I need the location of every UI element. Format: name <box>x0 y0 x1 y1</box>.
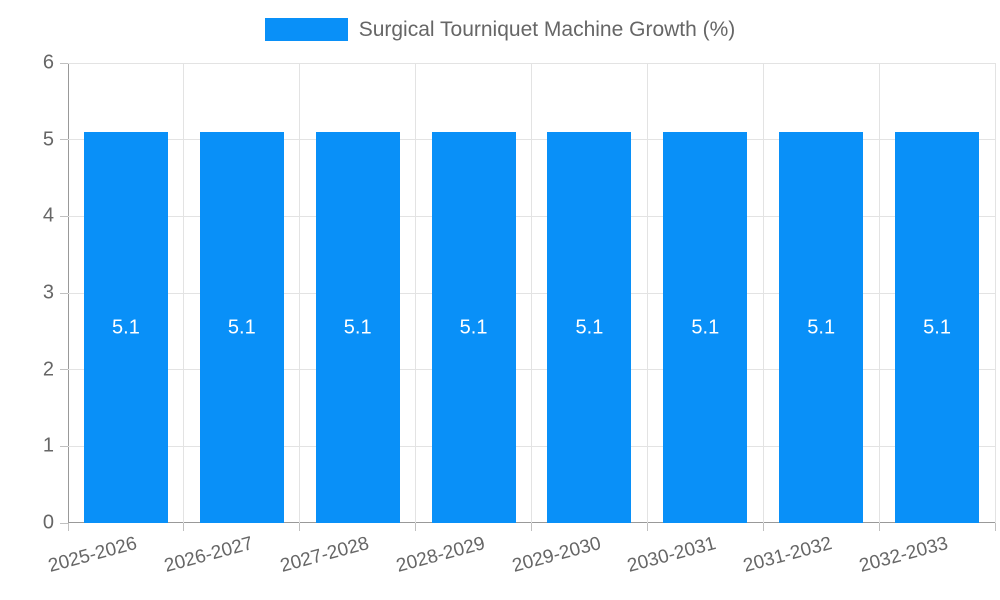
bar[interactable]: 5.1 <box>431 132 516 523</box>
x-tick <box>646 523 648 531</box>
x-tick <box>415 523 417 531</box>
x-gridline <box>415 63 417 523</box>
x-axis-tick-label: 2029-2030 <box>509 533 603 577</box>
x-gridline <box>646 63 648 523</box>
bar-value-label: 5.1 <box>459 316 488 338</box>
bar-value-label: 5.1 <box>575 316 604 338</box>
x-axis-tick-label: 2026-2027 <box>162 533 256 577</box>
x-tick <box>762 523 764 531</box>
bar[interactable]: 5.1 <box>895 132 980 523</box>
bar[interactable]: 5.1 <box>315 132 400 523</box>
y-axis-tick-label: 2 <box>42 358 54 381</box>
y-axis-tick-label: 6 <box>42 51 54 74</box>
x-gridline <box>994 63 996 523</box>
x-axis-tick-label: 2032-2033 <box>857 533 951 577</box>
y-tick <box>60 215 68 217</box>
y-tick <box>60 139 68 141</box>
y-axis-tick-label: 4 <box>42 204 54 227</box>
y-tick <box>60 62 68 64</box>
x-gridline <box>299 63 301 523</box>
y-axis-tick-label: 0 <box>42 511 54 534</box>
bar[interactable]: 5.1 <box>663 132 748 523</box>
x-gridline <box>183 63 185 523</box>
x-tick <box>994 523 996 531</box>
bar-value-label: 5.1 <box>691 316 720 338</box>
bar[interactable]: 5.1 <box>547 132 632 523</box>
y-tick <box>60 292 68 294</box>
x-gridline <box>531 63 532 523</box>
y-tick <box>60 445 68 447</box>
x-axis-tick-label: 2028-2029 <box>393 533 487 577</box>
y-axis-tick-label: 3 <box>42 281 54 304</box>
bar[interactable]: 5.1 <box>83 132 168 523</box>
y-tick <box>60 522 68 524</box>
x-gridline <box>878 63 880 523</box>
x-tick <box>183 523 185 531</box>
x-axis-tick-label: 2030-2031 <box>625 533 719 577</box>
x-axis-tick-label: 2027-2028 <box>277 533 372 577</box>
y-tick <box>60 369 68 371</box>
legend-label: Surgical Tourniquet Machine Growth (%) <box>358 18 736 41</box>
x-axis-tick-label: 2031-2032 <box>741 533 835 577</box>
bar-value-label: 5.1 <box>343 316 372 338</box>
plot-area: 0 1 2 3 4 5 6 5.1 5.1 5.1 5.1 5.1 5.1 5.1 5.1 2025-2026… <box>43 52 996 577</box>
x-axis-tick-label: 2025-2026 <box>46 533 140 577</box>
chart-legend[interactable]: Surgical Tourniquet Machine Growth (%) <box>0 18 1000 41</box>
bar[interactable]: 5.1 <box>779 132 864 523</box>
bar-value-label: 5.1 <box>112 316 140 338</box>
y-axis-tick-label: 5 <box>42 128 54 151</box>
x-gridline <box>762 63 764 523</box>
bar-value-label: 5.1 <box>807 316 836 338</box>
x-tick <box>299 523 301 531</box>
y-axis-tick-label: 1 <box>42 434 54 457</box>
x-tick <box>531 523 532 531</box>
bar[interactable]: 5.1 <box>199 132 284 523</box>
x-tick <box>878 523 880 531</box>
legend-swatch-icon <box>264 18 348 41</box>
bar-value-label: 5.1 <box>227 316 256 338</box>
x-tick <box>67 523 69 531</box>
bar-value-label: 5.1 <box>923 316 951 338</box>
